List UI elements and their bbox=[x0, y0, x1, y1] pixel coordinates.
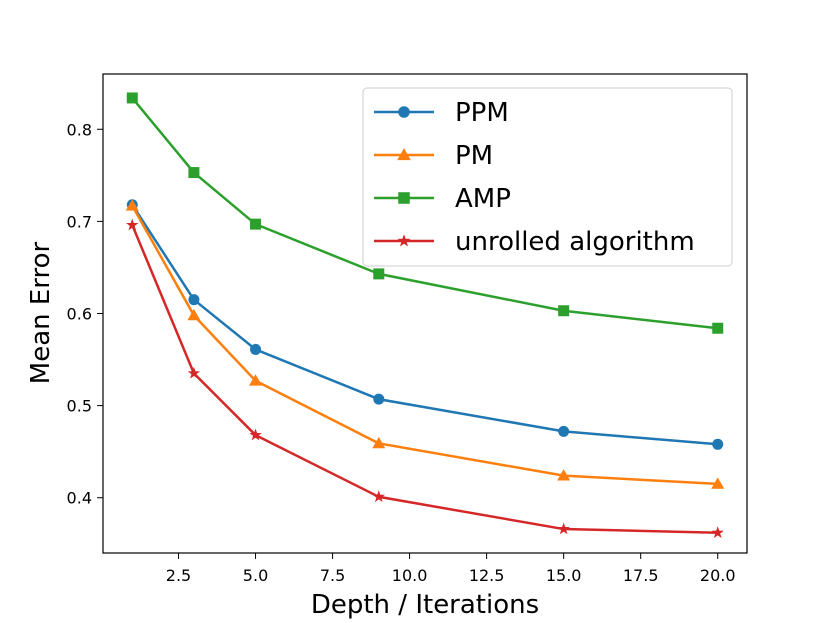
data-point-pm bbox=[125, 199, 139, 211]
data-point-pm bbox=[187, 308, 201, 321]
x-tick-label: 7.5 bbox=[320, 566, 345, 585]
data-point-pm bbox=[557, 469, 571, 481]
x-axis: 2.5 5.0 7.5 10.0 12.5 15.0 17.5 20.0 bbox=[166, 553, 736, 585]
legend-item-unrolled-algorithm: unrolled algorithm bbox=[374, 227, 695, 257]
legend-label: PM bbox=[455, 141, 493, 171]
data-point-unrolled-algorithm bbox=[249, 428, 262, 441]
data-point-amp bbox=[373, 268, 385, 280]
series-layer bbox=[125, 92, 725, 538]
data-point-amp bbox=[558, 305, 570, 317]
series-line-ppm bbox=[131, 204, 718, 446]
x-tick-label: 2.5 bbox=[166, 566, 191, 585]
legend-marker bbox=[397, 148, 411, 161]
legend-item-ppm: PPM bbox=[374, 98, 509, 128]
y-tick-label: 0.4 bbox=[67, 489, 92, 508]
series-line-amp bbox=[131, 97, 718, 330]
data-point-pm bbox=[249, 374, 263, 386]
data-point-unrolled-algorithm bbox=[372, 490, 385, 503]
series-amp bbox=[126, 92, 724, 334]
y-tick-label: 0.5 bbox=[67, 397, 92, 416]
legend: PPM PM AMP unrolled algorithm bbox=[362, 87, 733, 267]
data-point-ppm bbox=[712, 438, 724, 450]
legend-marker bbox=[398, 192, 410, 204]
data-point-amp bbox=[712, 322, 724, 334]
x-tick-label: 12.5 bbox=[469, 566, 505, 585]
legend-label: unrolled algorithm bbox=[455, 227, 695, 257]
data-point-ppm bbox=[558, 425, 570, 437]
series-line-unrolled-algorithm bbox=[131, 224, 718, 534]
x-axis-label: Depth / Iterations bbox=[311, 590, 539, 620]
x-tick-label: 15.0 bbox=[546, 566, 582, 585]
legend-label: AMP bbox=[455, 184, 511, 214]
y-tick-label: 0.7 bbox=[67, 212, 92, 231]
data-point-amp bbox=[126, 92, 138, 104]
legend-item-pm: PM bbox=[374, 141, 493, 171]
series-line-pm bbox=[131, 205, 718, 486]
data-point-pm bbox=[372, 436, 386, 449]
series-pm bbox=[125, 199, 725, 489]
legend-marker bbox=[398, 106, 410, 118]
data-point-unrolled-algorithm bbox=[557, 522, 570, 535]
data-point-pm bbox=[711, 477, 725, 489]
legend-label: PPM bbox=[455, 98, 509, 128]
data-point-unrolled-algorithm bbox=[126, 218, 139, 231]
data-point-unrolled-algorithm bbox=[711, 526, 724, 538]
legend-marker bbox=[397, 234, 411, 247]
y-tick-label: 0.6 bbox=[67, 305, 92, 324]
y-axis-label: Mean Error bbox=[26, 241, 56, 384]
data-point-ppm bbox=[250, 343, 262, 355]
series-unrolled-algorithm bbox=[126, 218, 724, 538]
data-point-unrolled-algorithm bbox=[187, 366, 201, 379]
x-tick-label: 5.0 bbox=[243, 566, 268, 585]
legend-frame bbox=[362, 87, 733, 267]
x-tick-label: 10.0 bbox=[392, 566, 428, 585]
x-tick-label: 17.5 bbox=[623, 566, 659, 585]
legend-item-amp: AMP bbox=[374, 184, 511, 214]
data-point-amp bbox=[188, 167, 200, 179]
data-point-amp bbox=[250, 218, 262, 230]
y-tick-label: 0.8 bbox=[67, 120, 92, 139]
y-axis: 0.4 0.5 0.6 0.7 0.8 bbox=[67, 120, 103, 508]
data-point-ppm bbox=[188, 294, 200, 306]
data-point-ppm bbox=[373, 393, 385, 405]
x-tick-label: 20.0 bbox=[700, 566, 736, 585]
